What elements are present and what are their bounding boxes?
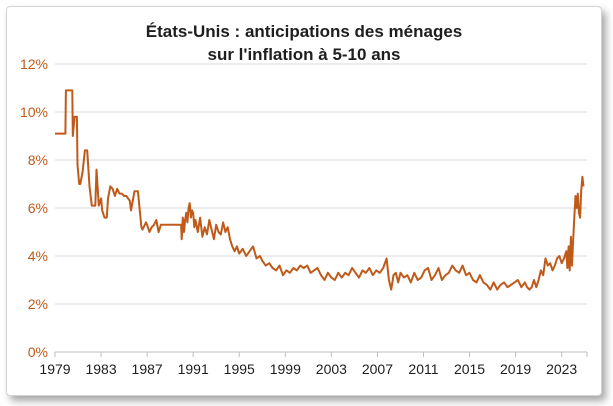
line-chart: 0% 2% 4% 6% 8% 10% 12% 1979 1983 1987 1991 1995 199… xyxy=(20,56,588,377)
x-tick-label: 2007 xyxy=(362,361,393,377)
x-tick-label: 1979 xyxy=(39,361,70,377)
series-layer xyxy=(55,89,585,291)
chart-title: États-Unis : anticipations des ménages s… xyxy=(7,20,601,66)
y-tick-label: 2% xyxy=(28,296,48,312)
chart-card: États-Unis : anticipations des ménages s… xyxy=(6,6,602,396)
x-tick-label: 2003 xyxy=(316,361,347,377)
x-tick-label: 1987 xyxy=(132,361,163,377)
gridlines xyxy=(55,63,587,353)
y-tick-label: 0% xyxy=(28,344,48,360)
chart-title-line-2: sur l'inflation à 5-10 ans xyxy=(207,45,401,64)
x-tick-label: 1999 xyxy=(270,361,301,377)
chart-title-line-1: États-Unis : anticipations des ménages xyxy=(145,22,463,41)
x-tick-label: 2019 xyxy=(500,361,531,377)
x-tick-label: 2011 xyxy=(408,361,438,377)
x-tick-label: 1991 xyxy=(178,361,209,377)
x-axis-ticks: 1979 1983 1987 1991 1995 1999 2003 2007 2011 2015… xyxy=(39,352,588,377)
y-tick-label: 8% xyxy=(28,152,48,168)
series-line-0 xyxy=(55,89,585,291)
x-tick-label: 2015 xyxy=(454,361,485,377)
y-tick-label: 10% xyxy=(20,104,48,120)
y-tick-label: 12% xyxy=(20,56,48,72)
y-tick-label: 6% xyxy=(28,200,48,216)
x-tick-label: 2023 xyxy=(546,361,577,377)
x-tick-label: 1983 xyxy=(85,361,116,377)
y-tick-label: 4% xyxy=(28,248,48,264)
y-axis-ticks: 0% 2% 4% 6% 8% 10% 12% xyxy=(20,56,48,360)
x-tick-label: 1995 xyxy=(224,361,255,377)
